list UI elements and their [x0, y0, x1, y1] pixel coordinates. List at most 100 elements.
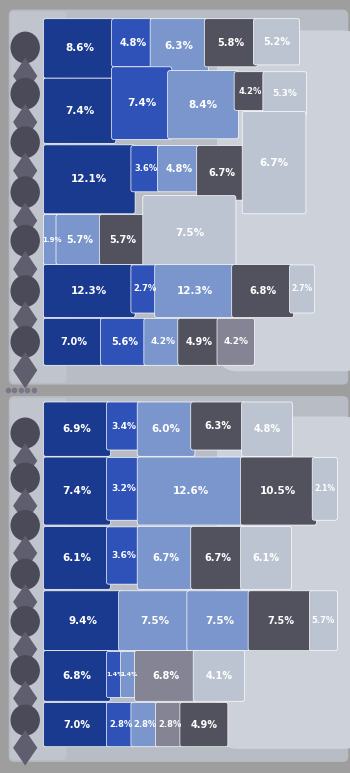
Text: 2.8%: 2.8%: [109, 720, 132, 729]
FancyBboxPatch shape: [99, 215, 147, 264]
Circle shape: [10, 606, 40, 637]
FancyBboxPatch shape: [10, 398, 66, 760]
Text: 4.9%: 4.9%: [186, 337, 213, 347]
Text: 7.5%: 7.5%: [140, 616, 169, 625]
FancyBboxPatch shape: [43, 264, 135, 318]
FancyBboxPatch shape: [217, 318, 254, 366]
Text: 4.2%: 4.2%: [223, 337, 248, 346]
Text: 7.0%: 7.0%: [63, 720, 91, 730]
Text: 4.8%: 4.8%: [253, 424, 281, 434]
FancyBboxPatch shape: [112, 19, 154, 66]
FancyBboxPatch shape: [43, 318, 105, 366]
Circle shape: [10, 225, 40, 257]
FancyBboxPatch shape: [204, 19, 258, 66]
Text: 9.4%: 9.4%: [69, 616, 98, 625]
Text: 4.8%: 4.8%: [119, 38, 147, 48]
Text: 7.5%: 7.5%: [205, 616, 234, 625]
Polygon shape: [13, 584, 37, 620]
FancyBboxPatch shape: [119, 591, 191, 651]
Text: 6.1%: 6.1%: [252, 553, 280, 563]
FancyBboxPatch shape: [43, 78, 116, 143]
Text: 6.8%: 6.8%: [63, 671, 91, 681]
Text: 2.7%: 2.7%: [292, 284, 313, 294]
FancyBboxPatch shape: [263, 72, 307, 115]
FancyBboxPatch shape: [197, 145, 246, 200]
FancyBboxPatch shape: [253, 19, 300, 65]
FancyBboxPatch shape: [187, 591, 252, 651]
FancyBboxPatch shape: [193, 651, 245, 701]
Circle shape: [10, 126, 40, 158]
Text: 6.1%: 6.1%: [63, 553, 91, 563]
Text: 4.2%: 4.2%: [150, 337, 175, 346]
FancyBboxPatch shape: [180, 703, 228, 747]
FancyBboxPatch shape: [309, 591, 337, 651]
Circle shape: [10, 275, 40, 307]
FancyBboxPatch shape: [242, 111, 306, 214]
Text: 10.5%: 10.5%: [260, 486, 296, 496]
FancyBboxPatch shape: [137, 457, 245, 525]
FancyBboxPatch shape: [106, 402, 141, 450]
FancyBboxPatch shape: [248, 591, 314, 651]
FancyBboxPatch shape: [240, 457, 316, 525]
Text: 5.2%: 5.2%: [263, 37, 290, 47]
Polygon shape: [13, 251, 37, 288]
FancyBboxPatch shape: [150, 19, 209, 73]
Circle shape: [10, 32, 40, 63]
Polygon shape: [13, 58, 37, 94]
Polygon shape: [13, 352, 37, 388]
Text: 7.4%: 7.4%: [127, 98, 156, 108]
FancyBboxPatch shape: [120, 652, 139, 697]
Text: 2.8%: 2.8%: [158, 720, 181, 729]
FancyBboxPatch shape: [9, 396, 348, 762]
Text: 8.4%: 8.4%: [188, 100, 218, 110]
Text: 3.4%: 3.4%: [111, 421, 136, 431]
Circle shape: [10, 510, 40, 541]
Circle shape: [10, 462, 40, 494]
Text: 4.9%: 4.9%: [190, 720, 217, 730]
Text: 3.2%: 3.2%: [111, 485, 136, 493]
Circle shape: [10, 655, 40, 686]
FancyBboxPatch shape: [106, 527, 141, 584]
Text: 7.4%: 7.4%: [65, 106, 94, 116]
Text: 5.8%: 5.8%: [217, 38, 245, 48]
FancyBboxPatch shape: [131, 265, 159, 313]
Polygon shape: [13, 536, 37, 570]
FancyBboxPatch shape: [217, 30, 350, 371]
Circle shape: [10, 78, 40, 110]
Text: 7.5%: 7.5%: [267, 616, 294, 625]
Text: 1.4%: 1.4%: [121, 672, 138, 677]
FancyBboxPatch shape: [191, 526, 245, 589]
Text: 1.9%: 1.9%: [42, 237, 62, 243]
FancyBboxPatch shape: [43, 591, 123, 651]
Text: 12.3%: 12.3%: [177, 286, 214, 296]
Text: 12.1%: 12.1%: [71, 175, 107, 184]
FancyBboxPatch shape: [232, 264, 294, 318]
Text: 12.3%: 12.3%: [71, 286, 107, 296]
FancyBboxPatch shape: [112, 66, 172, 140]
Polygon shape: [13, 730, 37, 765]
Polygon shape: [13, 488, 37, 523]
FancyBboxPatch shape: [43, 402, 111, 456]
FancyBboxPatch shape: [241, 402, 293, 456]
Text: 2.8%: 2.8%: [134, 720, 157, 729]
FancyBboxPatch shape: [43, 703, 111, 747]
FancyBboxPatch shape: [43, 651, 111, 701]
FancyBboxPatch shape: [56, 215, 104, 264]
Circle shape: [10, 705, 40, 736]
Text: 5.7%: 5.7%: [312, 616, 335, 625]
Text: 1.4%: 1.4%: [107, 672, 124, 677]
Polygon shape: [13, 203, 37, 239]
Text: 5.3%: 5.3%: [272, 89, 297, 98]
FancyBboxPatch shape: [100, 318, 148, 366]
Text: 7.0%: 7.0%: [61, 337, 88, 347]
FancyBboxPatch shape: [178, 318, 221, 366]
FancyBboxPatch shape: [106, 652, 125, 697]
Text: 6.7%: 6.7%: [208, 168, 235, 178]
FancyBboxPatch shape: [217, 417, 350, 749]
Text: 4.8%: 4.8%: [166, 164, 193, 174]
Polygon shape: [13, 443, 37, 478]
Text: 7.4%: 7.4%: [62, 486, 92, 496]
FancyBboxPatch shape: [191, 402, 246, 450]
Text: 6.7%: 6.7%: [153, 553, 180, 563]
Text: 8.6%: 8.6%: [65, 43, 94, 53]
